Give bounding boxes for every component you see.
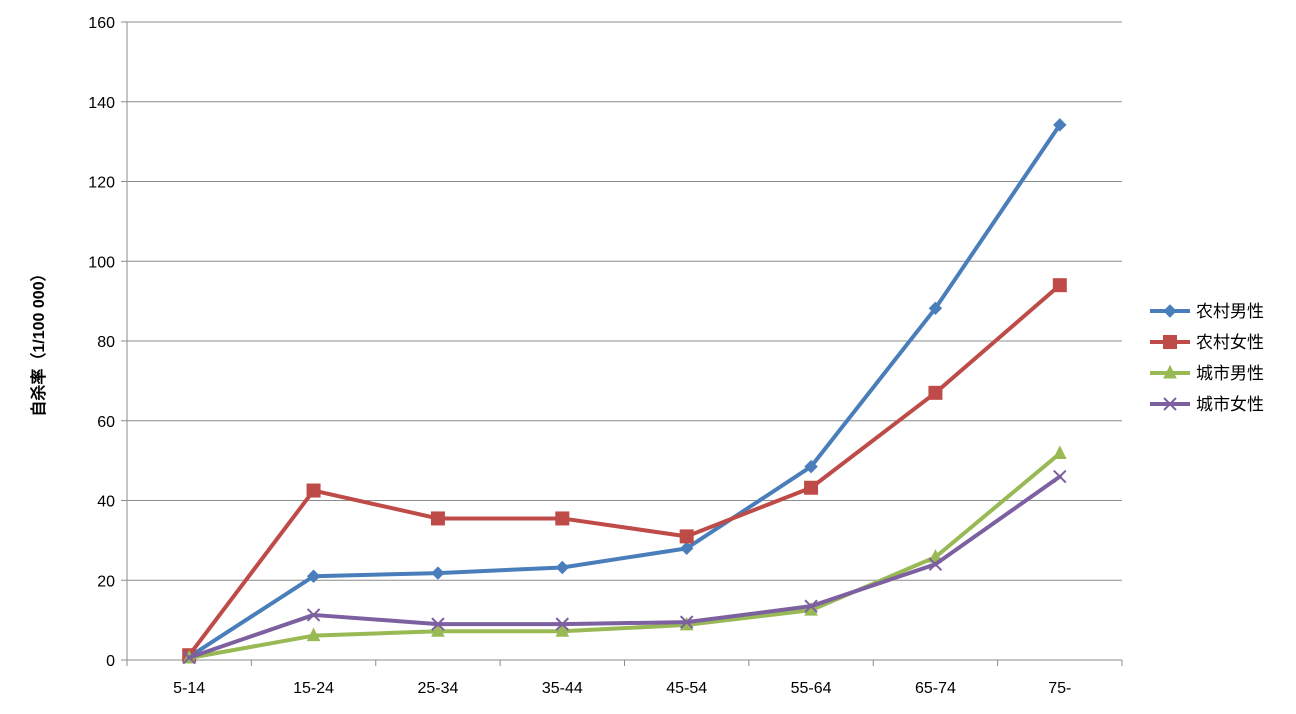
y-tick-label: 20	[97, 573, 115, 590]
y-tick-label: 40	[97, 494, 115, 511]
y-tick-labels: 0 20 40 60 80 100 120 140 160	[88, 15, 115, 670]
data-point	[1053, 445, 1067, 459]
series-1	[182, 278, 1067, 663]
data-point	[555, 617, 570, 631]
y-axis-title: 自杀率（1/100 000）	[29, 265, 48, 416]
x-tick-label: 25-34	[417, 680, 458, 697]
x-tick-label: 65-74	[915, 680, 956, 697]
data-point	[679, 529, 694, 544]
x-tick-label: 5-14	[173, 680, 205, 697]
legend-item: 农村女性	[1150, 333, 1264, 352]
legend-marker	[1163, 335, 1177, 349]
data-point	[431, 623, 445, 637]
legend-label: 城市女性	[1196, 395, 1264, 414]
data-point	[555, 623, 570, 637]
x-tick-label: 75-	[1048, 680, 1071, 697]
legend-item: 农村男性	[1150, 302, 1264, 321]
series-line	[187, 451, 1062, 661]
series-lines	[182, 118, 1067, 665]
series-line	[187, 122, 1062, 659]
series-line	[187, 474, 1062, 660]
data-point	[431, 566, 445, 580]
y-tick-label: 100	[88, 254, 115, 271]
series-2	[182, 445, 1067, 664]
legend-label: 城市男性	[1196, 364, 1264, 383]
data-point	[306, 608, 321, 622]
legend-item: 城市女性	[1150, 395, 1264, 414]
data-point	[928, 385, 943, 400]
data-point	[306, 483, 321, 498]
legend-label: 农村女性	[1196, 333, 1264, 352]
x-tick-label: 15-24	[293, 680, 334, 697]
y-tick-label: 0	[106, 653, 115, 670]
legend-marker	[1163, 397, 1177, 411]
gridlines	[127, 21, 1122, 581]
series-line	[187, 283, 1062, 658]
data-point	[679, 541, 694, 556]
data-point	[306, 627, 321, 642]
x-tick-label: 45-54	[666, 680, 707, 697]
x-tick-label: 55-64	[791, 680, 832, 697]
data-point	[431, 617, 445, 631]
data-point	[804, 480, 819, 495]
data-point	[306, 569, 321, 583]
x-tick-label: 35-44	[542, 680, 583, 697]
y-tick-label: 140	[88, 95, 115, 112]
data-point	[430, 511, 445, 526]
legend-marker	[1163, 304, 1177, 318]
legend-label: 农村男性	[1196, 302, 1264, 321]
data-point	[1053, 469, 1067, 484]
data-point	[555, 511, 570, 526]
legend-item: 城市男性	[1150, 364, 1264, 383]
y-tick-label: 160	[88, 15, 115, 32]
data-point	[928, 301, 943, 316]
data-point	[1053, 118, 1067, 132]
y-tick-label: 60	[97, 414, 115, 431]
y-tick-label: 120	[88, 175, 115, 192]
data-point	[804, 599, 818, 613]
axes	[121, 21, 1123, 666]
y-tick-label: 80	[97, 334, 115, 351]
data-point	[928, 557, 943, 572]
data-point	[679, 615, 694, 629]
data-point	[555, 560, 570, 575]
x-tick-labels: 5-14 15-24 25-34 35-44 45-54 55-64 65-74 75-	[173, 680, 1071, 697]
series-3	[182, 469, 1067, 665]
data-point	[804, 459, 818, 474]
data-point	[1052, 278, 1067, 293]
data-point	[182, 650, 196, 665]
legend-marker	[1163, 364, 1177, 379]
